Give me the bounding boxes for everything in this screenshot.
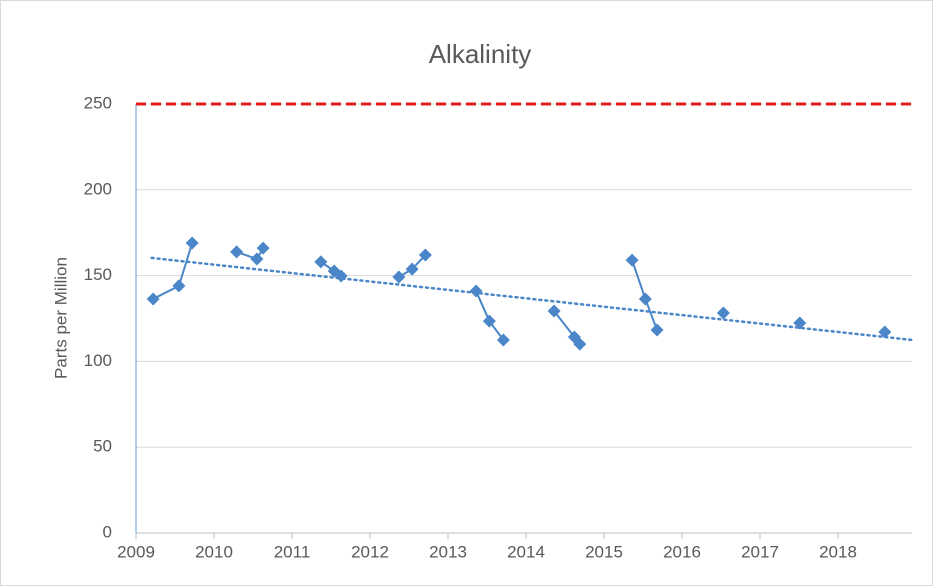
trendline xyxy=(150,256,914,342)
marker xyxy=(625,253,639,267)
y-axis-label: Parts per Million xyxy=(51,257,70,379)
x-tick-label: 2017 xyxy=(741,542,779,561)
marker xyxy=(172,279,186,293)
marker xyxy=(256,241,270,255)
marker xyxy=(547,304,561,318)
x-tick-label: 2013 xyxy=(429,542,467,561)
y-tick-label: 50 xyxy=(93,437,112,456)
x-tick-label: 2018 xyxy=(819,542,857,561)
marker xyxy=(418,248,432,262)
marker xyxy=(314,255,328,269)
x-tick-label: 2016 xyxy=(663,542,701,561)
y-tick-label: 0 xyxy=(103,522,112,541)
marker xyxy=(469,284,483,298)
marker xyxy=(185,236,199,250)
x-tick-label: 2012 xyxy=(351,542,389,561)
x-tick-label: 2015 xyxy=(585,542,623,561)
chart-title: Alkalinity xyxy=(429,39,532,69)
marker xyxy=(405,262,419,276)
y-tick-label: 150 xyxy=(84,265,112,284)
marker xyxy=(230,245,244,259)
x-tick-label: 2014 xyxy=(507,542,545,561)
marker xyxy=(573,337,587,351)
marker xyxy=(650,323,664,337)
y-tick-label: 250 xyxy=(84,93,112,112)
x-tick-label: 2010 xyxy=(195,542,233,561)
marker xyxy=(482,314,496,328)
marker xyxy=(638,292,652,306)
x-tick-label: 2009 xyxy=(117,542,155,561)
marker xyxy=(793,316,807,330)
marker xyxy=(250,252,264,266)
marker xyxy=(878,325,892,339)
marker xyxy=(392,270,406,284)
y-tick-label: 200 xyxy=(84,179,112,198)
x-tick-label: 2011 xyxy=(274,542,311,561)
y-tick-label: 100 xyxy=(84,351,112,370)
marker xyxy=(496,333,510,347)
marker xyxy=(716,306,730,320)
marker xyxy=(146,292,160,306)
marker xyxy=(334,269,348,283)
